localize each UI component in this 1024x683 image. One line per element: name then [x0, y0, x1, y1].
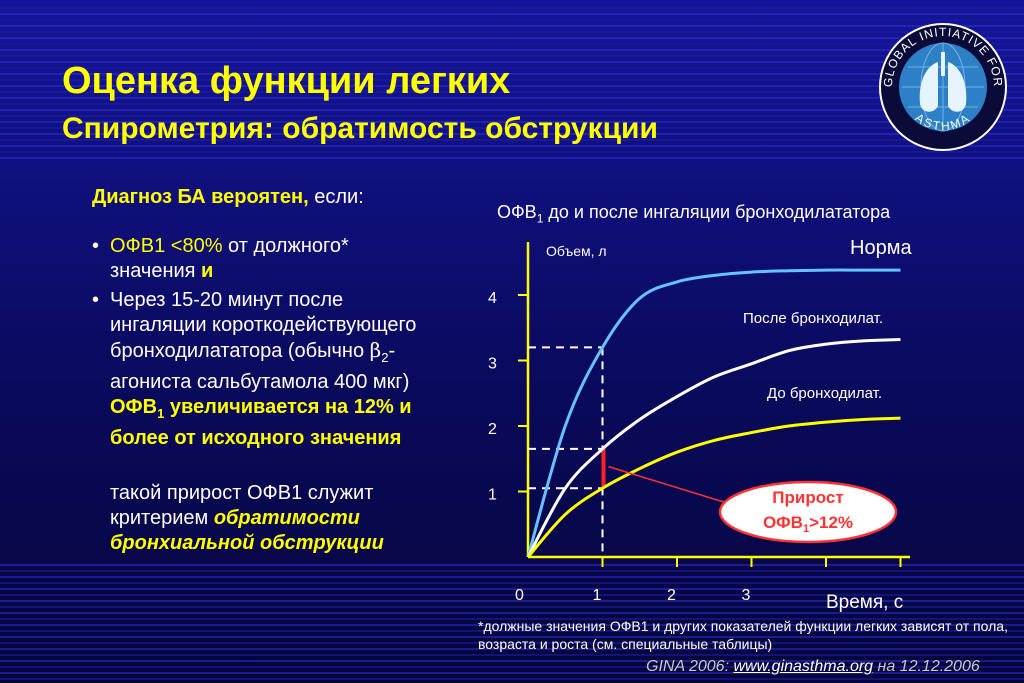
y-tick-label: 1 [488, 487, 497, 504]
background-frame [0, 109, 1024, 614]
conclusion-b: обратимости бронхиальной обструкции [110, 507, 384, 554]
chart-heading-sub: 1 [536, 211, 544, 226]
background-frame [0, 19, 1024, 21]
background-frame [0, 73, 1024, 650]
source-line: GINA 2006: www.ginasthma.org на 12.12.20… [646, 658, 980, 676]
background-frame [0, 49, 1024, 674]
bullet-2-b: -агониста сальбутамола 400 мкг) [110, 340, 410, 393]
background-frame [0, 103, 1024, 620]
background-frame [0, 31, 1024, 33]
chart-heading-main: ОФВ [497, 202, 537, 222]
source-link[interactable]: www.ginasthma.org [733, 658, 874, 675]
bullet-1-b: от должного* значения [110, 235, 349, 282]
bullet-2: • Через 15-20 минут после ингаляции коро… [92, 288, 432, 451]
background-frame [0, 127, 1024, 596]
background-frame [0, 91, 1024, 632]
source-b: на 12.12.2006 [873, 658, 980, 675]
background-frame [0, 85, 1024, 638]
bullet-dot: • [92, 289, 100, 311]
x-tick-label: 3 [742, 587, 751, 604]
x-tick-label: 2 [667, 587, 676, 604]
beta-subscript: 2 [381, 350, 389, 365]
background-frame [0, 37, 1024, 39]
background-frame [0, 13, 1024, 15]
gina-logo: GLOBAL INITIATIVE FOR ASTHMA [879, 23, 1007, 151]
x-tick-label: 1 [593, 587, 602, 604]
callout-line-2a: ОФВ [763, 513, 803, 532]
y-tick-label: 4 [488, 290, 497, 307]
lungs-icon [919, 52, 967, 112]
callout-line-2-sub: 1 [803, 523, 809, 535]
background-frame [0, 79, 1024, 644]
page-title: Оценка функции легких [62, 60, 511, 102]
bullet-2-bold-sub: 1 [157, 406, 165, 421]
background-frame [0, 61, 1024, 662]
bullet-1-a: ОФВ1 <80% [110, 235, 223, 257]
left-text-block: Диагноз БА вероятен, если: • ОФВ1 <80% о… [92, 185, 432, 556]
diagnosis-line: Диагноз БА вероятен, если: [92, 185, 432, 210]
svg-text:ASTHMA: ASTHMA [913, 110, 974, 133]
diagnosis-bold: Диагноз БА вероятен, [92, 186, 309, 208]
source-a: GINA 2006: [646, 658, 734, 675]
x-tick-label: 0 [515, 587, 524, 604]
series-line-norm [526, 268, 901, 558]
callout-line-2b: >12% [809, 513, 853, 532]
callout-pointer [608, 465, 741, 508]
series-label-norm: Норма [850, 237, 912, 259]
background-frame [0, 67, 1024, 656]
background-frame [0, 133, 1024, 590]
callout-bubble [718, 480, 898, 544]
series-label-after: После бронходилат. [743, 310, 883, 327]
conclusion-a: такой прирост ОФВ1 служит критерием [110, 482, 374, 529]
bullet-1-c: и [201, 260, 214, 282]
bullet-1: • ОФВ1 <80% от должного* значения и [92, 234, 432, 284]
background-frame [0, 121, 1024, 602]
page-subtitle: Спирометрия: обратимость обструкции [62, 112, 658, 145]
callout-line-1: Прирост [772, 488, 843, 507]
diagnosis-rest: если: [308, 186, 364, 208]
logo-text-bottom: ASTHMA [913, 110, 972, 133]
series-line-after [526, 338, 901, 558]
chart-heading-rest: до и после ингаляции бронходилататора [543, 202, 891, 222]
x-axis-label: Время, с [826, 592, 903, 613]
chart-heading: ОФВ1 до и после ингаляции бронходилатато… [497, 202, 890, 226]
series-line-before [526, 416, 901, 558]
background-frame [0, 115, 1024, 608]
conclusion-paragraph: такой прирост ОФВ1 служит критерием обра… [92, 481, 432, 556]
background-frame [0, 157, 1024, 566]
background-frame [0, 25, 1024, 27]
background-frame [0, 97, 1024, 626]
callout-line-2: ОФВ1>12% [763, 513, 853, 535]
background-frame [0, 7, 1024, 9]
bullet-2-bold-1: ОФВ [110, 396, 158, 418]
y-tick-label: 2 [488, 421, 497, 438]
bullet-2-a: Через 15-20 минут после ингаляции коротк… [110, 289, 417, 362]
bullet-2-bold-2: увеличивается на 12% и более от исходног… [110, 396, 412, 449]
series-label-before: До бронходилат. [767, 385, 882, 402]
background-frame [0, 151, 1024, 572]
y-axis-label: Объем, л [546, 243, 607, 259]
background-frame [0, 43, 1024, 680]
background-frame [0, 139, 1024, 584]
background-frame [0, 145, 1024, 578]
beta-symbol: β [369, 338, 382, 362]
background-frame [0, 55, 1024, 668]
y-tick-label: 3 [488, 356, 497, 373]
bullet-dot: • [92, 235, 100, 257]
footnote: *должные значения ОФВ1 и других показате… [478, 618, 1008, 652]
